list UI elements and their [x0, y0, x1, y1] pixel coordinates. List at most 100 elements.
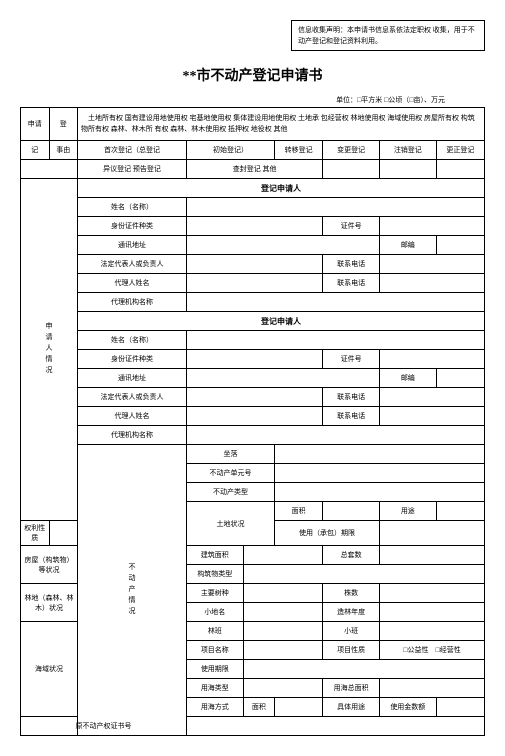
p-shiyong-v[interactable]	[379, 521, 484, 546]
p-zuoluo-l: 坐落	[186, 445, 274, 464]
p-xiaoban-v[interactable]	[379, 622, 484, 641]
a1-legal-v[interactable]	[186, 255, 322, 274]
a1-idno-l: 证件号	[323, 217, 380, 236]
notice-box: 信息收集声明：本申请书信息系依法定职权 收集，用于不动产登记和登记资料利用。	[291, 20, 485, 51]
p-zongtao-v[interactable]	[379, 546, 484, 565]
a2-idno-v[interactable]	[379, 350, 484, 369]
side-label-1c: 登	[49, 108, 78, 141]
p-gouzhu-v[interactable]	[243, 565, 484, 584]
a2-phone1-l: 联系电话	[323, 388, 380, 407]
p-yonghaizmj-v[interactable]	[379, 679, 484, 698]
p-haiyu-l: 海域状况	[21, 622, 78, 717]
a1-addr-l: 通讯地址	[78, 236, 187, 255]
p-zaolin-v[interactable]	[379, 603, 484, 622]
p-jianzhu-v[interactable]	[243, 546, 323, 565]
p-zaolin-l: 造林年度	[323, 603, 380, 622]
reg-c: 转移登记	[275, 141, 323, 160]
p-danyuan-l: 不动产单元号	[186, 464, 274, 483]
unit-line: 单位：□平方米 □公顷（□亩）、万元	[20, 95, 485, 105]
p-linban-l: 林班	[186, 622, 243, 641]
p-zhushu-v[interactable]	[379, 584, 484, 603]
a2-post-l: 邮编	[379, 369, 436, 388]
p-yonghaizmj-l: 用海总面积	[323, 679, 380, 698]
a1-idno-v[interactable]	[379, 217, 484, 236]
p-jianzhu-l: 建筑面积	[186, 546, 243, 565]
notice-text: 信息收集声明：本申请书信息系依法定职权 收集，用于不动产登记和登记资料利用。	[298, 26, 475, 45]
reg-f: 更正登记	[436, 141, 484, 160]
p-yongtu-l: 用途	[379, 502, 436, 521]
p-yonghailx-l: 用海类型	[186, 679, 243, 698]
a2-name-v[interactable]	[186, 331, 484, 350]
p-quanli-v[interactable]	[49, 521, 186, 546]
rights-text: 土地所有权 国有建设用地使用权 宅基地使用权 集体建设用地使用权 土地承 包经营…	[78, 108, 485, 141]
reg-d: 变更登记	[323, 141, 380, 160]
p-xiaodi-l: 小地名	[186, 603, 243, 622]
p-fangwu-l: 房屋（构筑物）等状况	[21, 546, 78, 584]
p-xiangmu-v[interactable]	[243, 641, 323, 660]
a2-phone2-l: 联系电话	[323, 407, 380, 426]
p-shiyongqx-v[interactable]	[243, 660, 484, 679]
a2-idtype-v[interactable]	[186, 350, 322, 369]
a1-phone1-v[interactable]	[379, 255, 484, 274]
p-mianji-l: 面积	[275, 502, 323, 521]
applicant2-header: 登记申请人	[78, 312, 485, 331]
reg-e: 注销登记	[379, 141, 436, 160]
p-xiangmuxz-l: 项目性质	[323, 641, 380, 660]
p-zhuyao-l: 主要树种	[186, 584, 243, 603]
a1-agent-l: 代理人姓名	[78, 274, 187, 293]
p-xiangmu-l: 项目名称	[186, 641, 243, 660]
a1-idtype-v[interactable]	[186, 217, 322, 236]
a1-agency-v[interactable]	[186, 293, 484, 312]
p-quanli-l: 权利性质	[21, 521, 50, 546]
reg-g: 异议登记 预告登记	[78, 160, 187, 179]
p-yuan-l: 原不动产权证书号	[21, 717, 187, 736]
a2-agent-v[interactable]	[186, 407, 322, 426]
p-danyuan-v[interactable]	[275, 464, 485, 483]
p-lindi-l: 林地（森林、林木）状况	[21, 584, 78, 622]
reg-a: 首次登记（总登记	[78, 141, 187, 160]
p-yongtu-v[interactable]	[436, 502, 484, 521]
a2-phone1-v[interactable]	[379, 388, 484, 407]
a1-phone2-v[interactable]	[379, 274, 484, 293]
p-mianji-v[interactable]	[323, 502, 380, 521]
p-zhuyao-v[interactable]	[243, 584, 323, 603]
main-table: 申请 登 土地所有权 国有建设用地使用权 宅基地使用权 集体建设用地使用权 土地…	[20, 107, 485, 736]
a1-post-v[interactable]	[436, 236, 484, 255]
a1-idtype-l: 身份证件种类	[78, 217, 187, 236]
page-title: **市不动产登记申请书	[20, 65, 485, 85]
p-zuoluo-v[interactable]	[275, 445, 485, 464]
p-xiaodi-v[interactable]	[243, 603, 323, 622]
a1-name-v[interactable]	[186, 198, 484, 217]
a2-idno-l: 证件号	[323, 350, 380, 369]
a2-post-v[interactable]	[436, 369, 484, 388]
p-yonghailx-v[interactable]	[243, 679, 323, 698]
side-property: 不动产情况	[78, 445, 187, 736]
p-shiyongqx-l: 使用期限	[186, 660, 243, 679]
a2-phone2-v[interactable]	[379, 407, 484, 426]
a2-agent-l: 代理人姓名	[78, 407, 187, 426]
a1-name-l: 姓名（名称）	[78, 198, 187, 217]
p-linban-v[interactable]	[243, 622, 323, 641]
side-applicant: 申请人情况	[21, 179, 78, 521]
p-shiyong-l: 使用（承包）期限	[275, 521, 380, 546]
p-zongtao-l: 总套数	[323, 546, 380, 565]
side-label-1b: 记	[21, 141, 50, 160]
p-zhushu-l: 株数	[323, 584, 380, 603]
a1-phone1-l: 联系电话	[323, 255, 380, 274]
a1-post-l: 邮编	[379, 236, 436, 255]
p-yuan-v[interactable]	[186, 717, 484, 736]
a2-agency-v[interactable]	[186, 426, 484, 445]
applicant1-header: 登记申请人	[78, 179, 485, 198]
a1-legal-l: 法定代表人或负责人	[78, 255, 187, 274]
a2-addr-v[interactable]	[186, 369, 379, 388]
reg-h: 查封登记 其他	[186, 160, 322, 179]
side-label-1d: 事由	[49, 141, 78, 160]
p-leixing-v[interactable]	[275, 483, 485, 502]
a2-agency-l: 代理机构名称	[78, 426, 187, 445]
a1-agent-v[interactable]	[186, 274, 322, 293]
p-xiaoban-l: 小班	[323, 622, 380, 641]
a2-legal-v[interactable]	[186, 388, 322, 407]
a2-addr-l: 通讯地址	[78, 369, 187, 388]
p-gongyi[interactable]: □公益性 □经营性	[379, 641, 484, 660]
a1-addr-v[interactable]	[186, 236, 379, 255]
